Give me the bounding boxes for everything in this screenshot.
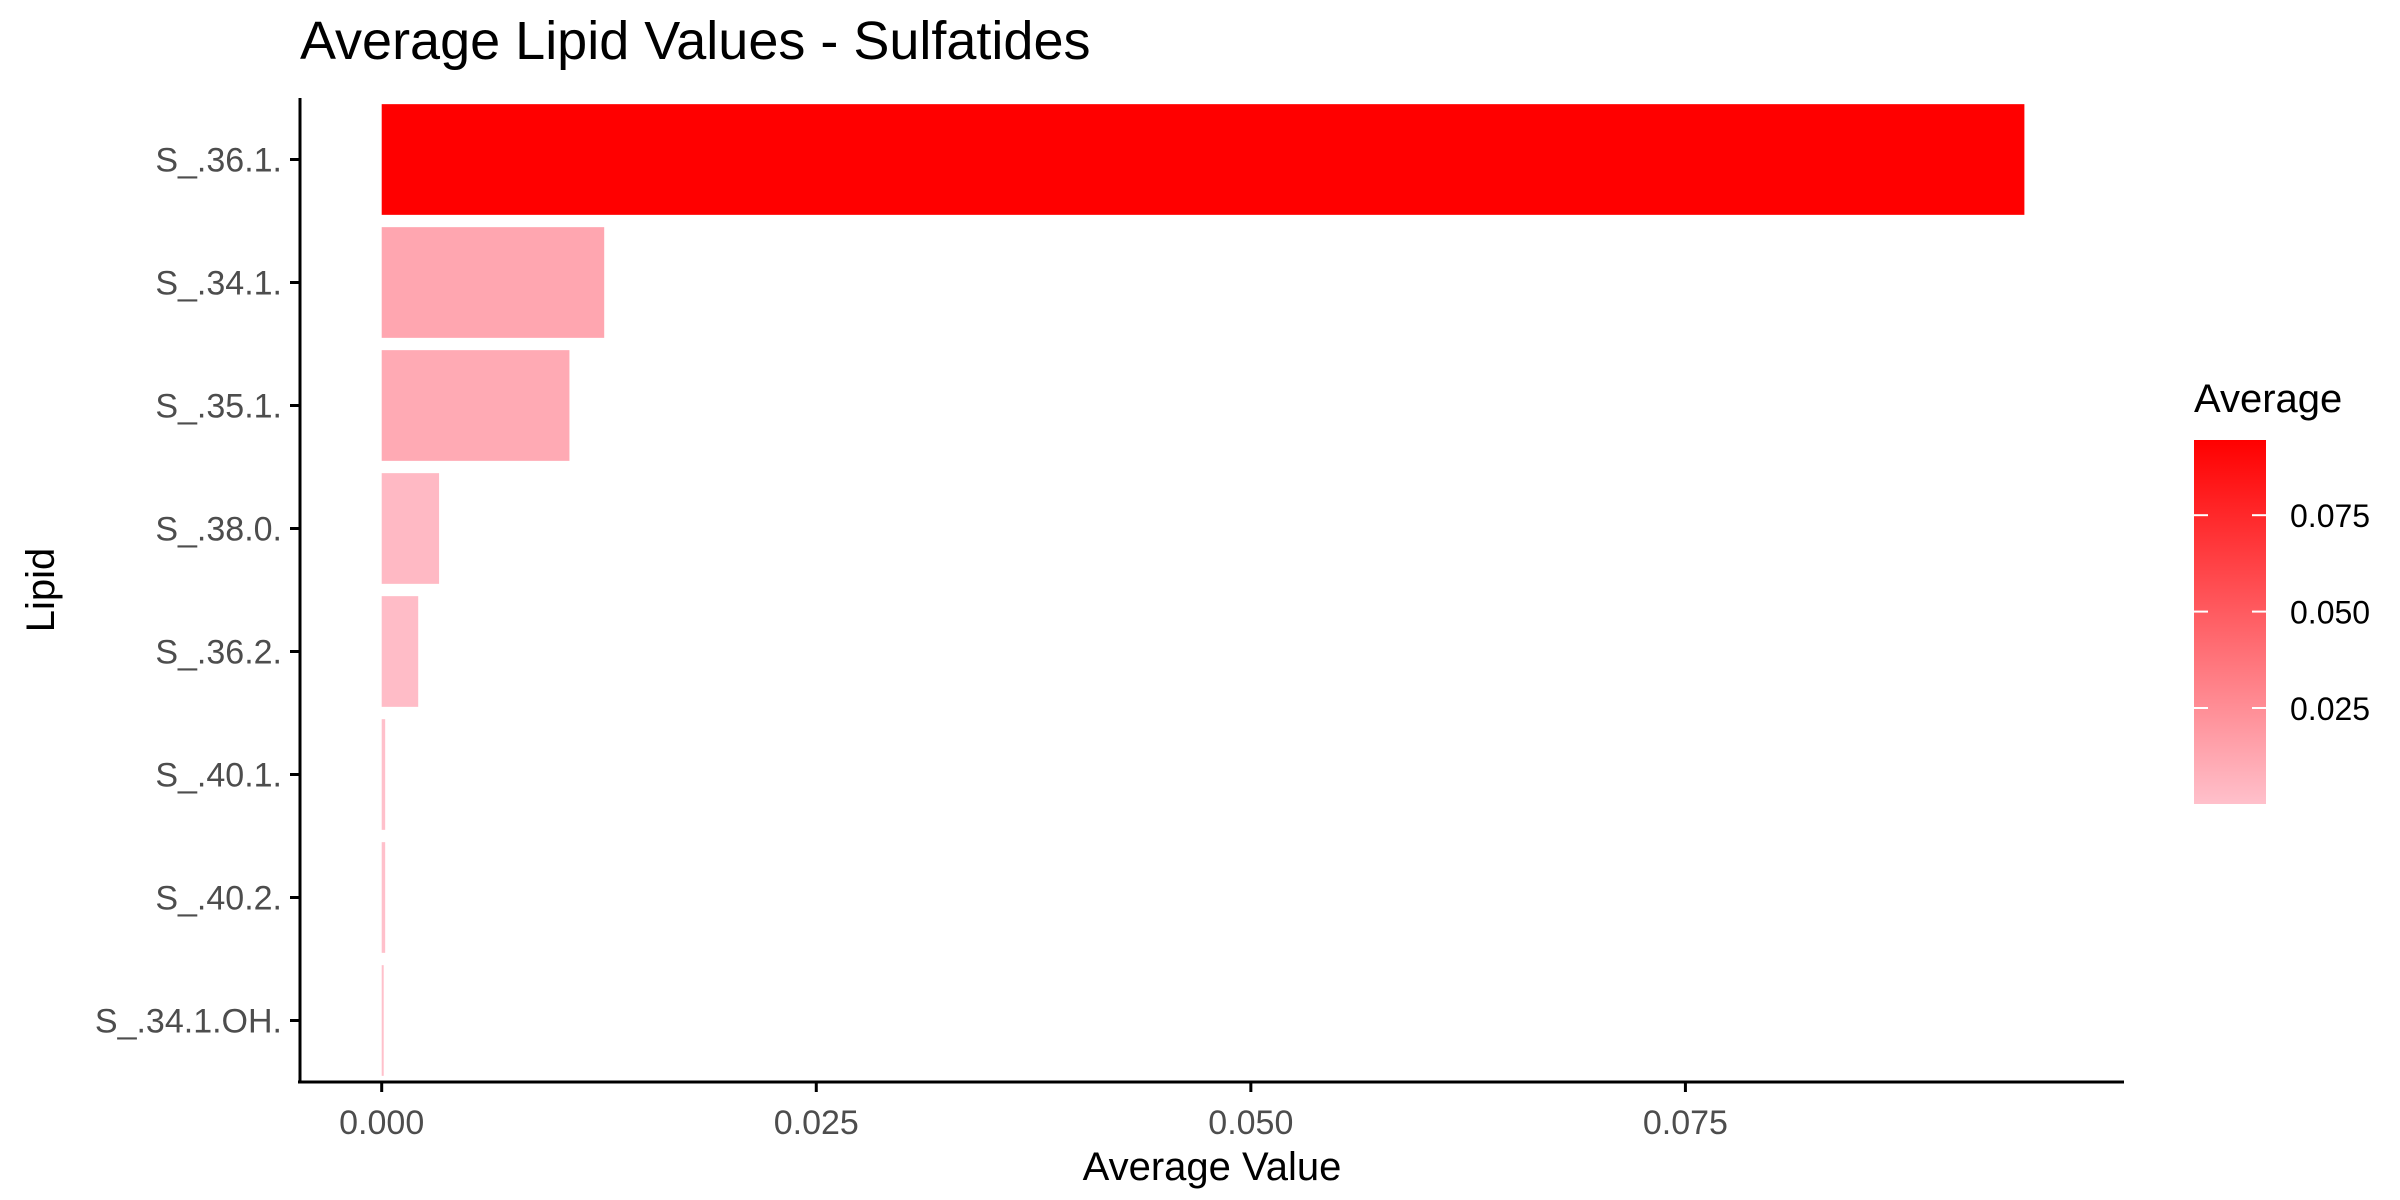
y-tick-label: S_.35.1.: [155, 388, 282, 426]
x-tick-label: 0.000: [339, 1104, 424, 1142]
y-category-labels: S_.36.1. S_.34.1. S_.35.1. S_.38.0. S_.36.2.…: [95, 142, 282, 1041]
axes-layer: [290, 98, 2124, 1092]
bar: [381, 719, 386, 830]
legend-tick-label: 0.050: [2290, 595, 2370, 631]
bar: [381, 104, 2025, 215]
legend-tick-label: 0.075: [2290, 498, 2370, 534]
x-axis-title: Average Value: [1083, 1145, 1342, 1189]
bar: [381, 842, 386, 953]
bar: [381, 227, 605, 338]
legend: Average 0.025 0.050 0.075: [2194, 377, 2370, 804]
bar: [381, 965, 384, 1076]
y-tick-label: S_.36.1.: [155, 142, 282, 180]
bar: [381, 473, 440, 584]
y-tick-label: S_.40.2.: [155, 880, 282, 918]
legend-title: Average: [2194, 377, 2342, 421]
bar: [381, 596, 419, 707]
y-tick-label: S_.40.1.: [155, 757, 282, 795]
y-tick-label: S_.36.2.: [155, 634, 282, 672]
x-tick-label: 0.050: [1208, 1104, 1293, 1142]
y-tick-label: S_.34.1.OH.: [95, 1003, 282, 1041]
y-tick-label: S_.38.0.: [155, 511, 282, 549]
y-tick-label: S_.34.1.: [155, 265, 282, 303]
chart-title: Average Lipid Values - Sulfatides: [300, 11, 1091, 71]
y-axis-title: Lipid: [19, 548, 63, 633]
legend-tick-label: 0.025: [2290, 691, 2370, 727]
legend-ticks: 0.025 0.050 0.075: [2194, 498, 2370, 727]
x-tick-label: 0.075: [1643, 1104, 1728, 1142]
legend-colorbar: [2194, 440, 2266, 804]
bar: [381, 350, 570, 461]
bars-layer: [381, 104, 2025, 1076]
x-tick-label: 0.025: [774, 1104, 859, 1142]
x-tick-labels: 0.000 0.025 0.050 0.075: [339, 1104, 1728, 1142]
